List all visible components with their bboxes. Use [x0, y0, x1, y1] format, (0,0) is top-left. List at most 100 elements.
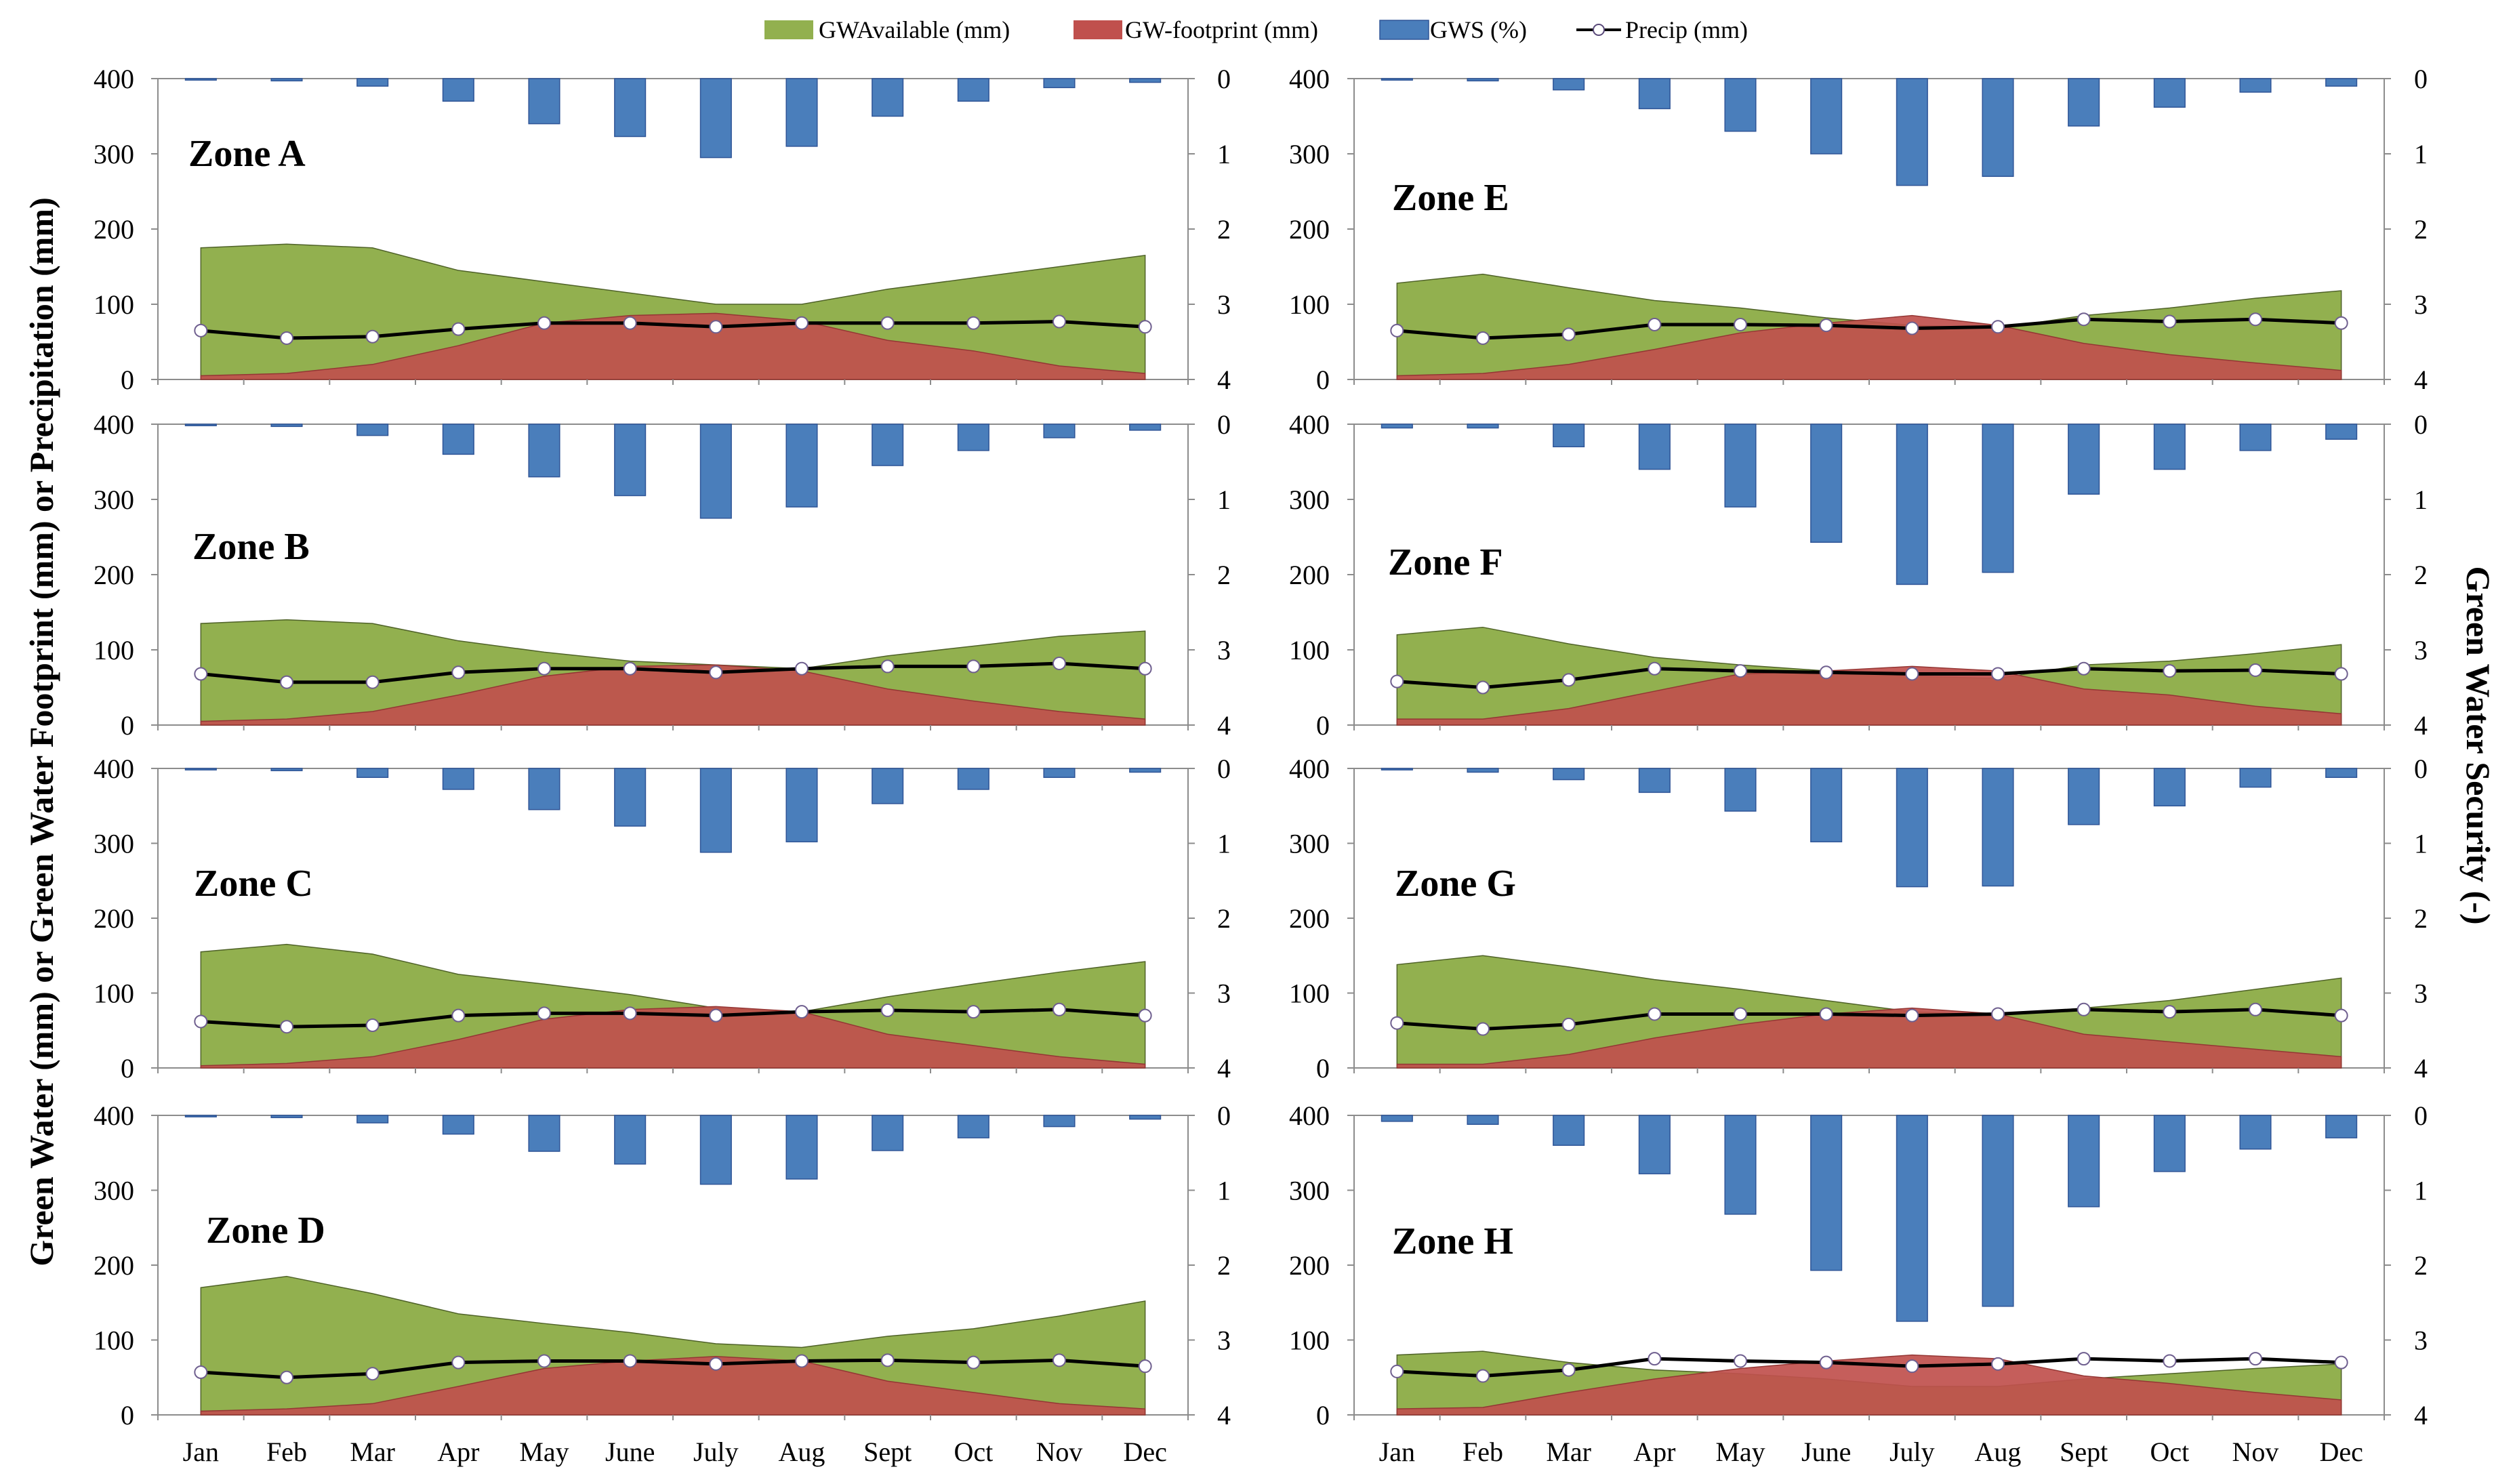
y2-tick-label: 2: [1217, 1250, 1231, 1281]
gws-bar: [1982, 424, 2014, 573]
precip-point: [2163, 1005, 2177, 1019]
precip-point: [2249, 312, 2262, 327]
precip-point: [280, 331, 293, 345]
gws-bar: [872, 424, 904, 466]
gws-bar: [785, 768, 818, 843]
x-tick-label: May: [1715, 1437, 1765, 1467]
gws-bar: [1982, 78, 2014, 178]
precip-point: [1561, 673, 1576, 687]
gws-bar: [528, 78, 560, 125]
gws-bar: [1129, 768, 1162, 773]
y-tick-label: 400: [1289, 754, 1330, 784]
y-tick-label: 100: [94, 289, 134, 320]
gws-bar: [1467, 78, 1499, 82]
precip-point: [2334, 667, 2348, 681]
y2-tick-label: 3: [1217, 289, 1231, 320]
gws-bar: [1381, 424, 1413, 429]
gw-footprint-area: [200, 1006, 1146, 1069]
gw-footprint-area: [1396, 314, 2342, 380]
y-axis-label-right: Green Water Security (-): [2459, 566, 2494, 924]
gws-bar: [2239, 424, 2272, 451]
y-tick-label: 0: [121, 1400, 134, 1430]
precip-point: [537, 1354, 551, 1368]
chart-legend: GWAvailable (mm) GW-footprint (mm) GWS (%)…: [764, 16, 1748, 43]
y2-tick-label: 2: [2414, 1250, 2428, 1281]
panel: 0 100 200 300 400 0 1 2 3 4 Zone G: [1289, 754, 2428, 1084]
gws-bar: [1724, 1115, 1757, 1215]
zone-label: Zone D: [206, 1210, 325, 1252]
precip-point: [966, 1355, 981, 1369]
gws-bar: [1129, 78, 1162, 83]
y-tick-label: 0: [1316, 1400, 1330, 1430]
gws-bar: [2068, 78, 2100, 127]
y2-tick-label: 1: [2414, 829, 2428, 859]
gws-bar: [785, 78, 818, 147]
precip-point: [1734, 664, 1747, 678]
precip-point: [623, 1354, 637, 1368]
precip-point: [709, 320, 723, 334]
y2-tick-label: 4: [1217, 1400, 1231, 1430]
gws-bar: [1467, 424, 1499, 429]
gws-bar: [614, 1115, 647, 1165]
x-tick-label: Aug: [779, 1437, 825, 1467]
precip-line: [1397, 317, 2342, 340]
y2-tick-label: 1: [1217, 485, 1231, 515]
y2-tick-label: 2: [2414, 214, 2428, 245]
gws-bar: [1724, 78, 1757, 132]
precip-point: [280, 675, 293, 689]
precip-point: [2077, 1352, 2091, 1366]
y2-tick-label: 4: [2414, 1400, 2428, 1430]
precip-point: [365, 1367, 380, 1381]
y-tick-label: 200: [1289, 560, 1330, 590]
precip-point: [451, 1355, 466, 1369]
y2-tick-label: 1: [1217, 1176, 1231, 1206]
gws-bar: [2068, 1115, 2100, 1208]
gws-bar: [1638, 768, 1671, 793]
gws-bar: [2068, 768, 2100, 825]
precip-point: [966, 1005, 981, 1019]
precip-point: [451, 322, 466, 336]
y-tick-label: 200: [94, 1250, 134, 1281]
y-tick-label: 300: [94, 1176, 134, 1206]
gw-footprint-area: [1396, 1007, 2342, 1069]
gws-bar: [356, 1115, 389, 1124]
gws-bar: [1467, 1115, 1499, 1126]
gws-bar: [1553, 424, 1585, 448]
x-tick-label: Jan: [183, 1437, 219, 1467]
y2-tick-label: 3: [2414, 289, 2428, 320]
gws-bar: [1896, 1115, 1928, 1322]
y2-tick-label: 2: [1217, 214, 1231, 245]
y2-tick-label: 3: [2414, 1325, 2428, 1356]
gws-bar: [1467, 768, 1499, 773]
gws-bar: [614, 78, 647, 138]
y-tick-label: 100: [1289, 635, 1330, 665]
gws-bar: [2153, 768, 2186, 806]
precip-point: [623, 1006, 637, 1021]
x-tick-label: Aug: [1975, 1437, 2022, 1467]
precip-point: [1819, 318, 1833, 333]
gws-bar: [1810, 78, 1843, 154]
precip-point: [1138, 1359, 1152, 1374]
y2-tick-label: 1: [1217, 139, 1231, 169]
zone-label: Zone H: [1392, 1220, 1513, 1262]
legend-marker: [1593, 24, 1605, 36]
gws-bar: [872, 78, 904, 117]
precip-point: [623, 316, 637, 330]
x-tick-label: Mar: [1546, 1437, 1591, 1467]
precip-point: [1052, 314, 1066, 329]
precip-point: [1052, 656, 1066, 670]
gws-bar: [872, 768, 904, 804]
gws-bar: [2068, 424, 2100, 495]
x-tick-label: Mar: [350, 1437, 395, 1467]
y-tick-label: 200: [94, 903, 134, 934]
x-tick-label: June: [1801, 1437, 1851, 1467]
y2-tick-label: 3: [2414, 978, 2428, 1009]
gws-bar: [1043, 1115, 1076, 1128]
panel: 0 100 200 300 400 0 1 2 3 4 Jan Feb Mar Apr May June Jul…: [1289, 1100, 2428, 1467]
precip-point: [1991, 1357, 2005, 1371]
panel: 0 100 200 300 400 0 1 2 3 4 Zone A: [94, 64, 1231, 395]
precip-point: [1052, 1002, 1066, 1016]
y-tick-label: 0: [121, 1053, 134, 1084]
y2-tick-label: 0: [1217, 64, 1231, 94]
gws-bar: [1553, 768, 1585, 781]
